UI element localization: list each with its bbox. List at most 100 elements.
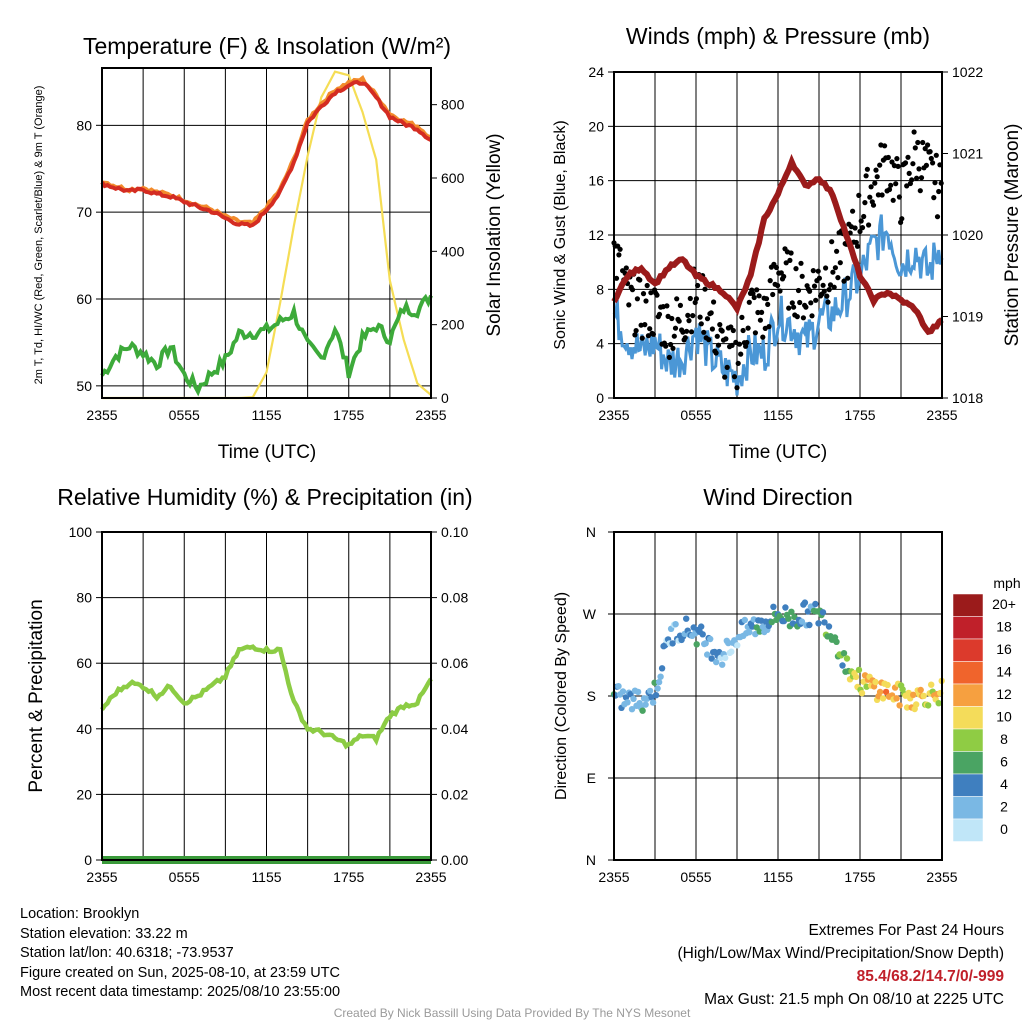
- gust-point: [788, 250, 794, 256]
- rh-xtick-label: 1755: [333, 869, 364, 885]
- direction-point: [619, 688, 627, 695]
- gust-point: [925, 142, 931, 148]
- direction-point: [698, 623, 705, 630]
- sonic-wind-line: [612, 214, 944, 396]
- gust-point: [859, 225, 866, 231]
- wind-pressure-plot-area: 2355 0555 1155 1755 235504812162024101810191…: [588, 64, 983, 423]
- panel-temp-xlabel: Time (UTC): [218, 442, 317, 463]
- gust-point: [879, 192, 885, 198]
- gust-point: [904, 183, 910, 189]
- gust-point: [787, 257, 793, 263]
- dir-xtick-label: 1755: [844, 869, 875, 885]
- rh-ytick-label: 60: [76, 655, 92, 671]
- direction-point: [839, 662, 846, 669]
- direction-point: [791, 613, 798, 621]
- meteogram-panels: Temperature (F) & Insolation (W/m²) 2355…: [26, 23, 1023, 885]
- direction-point: [872, 678, 879, 686]
- gust-point: [757, 317, 764, 323]
- gust-point: [650, 331, 657, 337]
- gust-point: [690, 313, 696, 319]
- direction-point: [782, 604, 789, 611]
- panel-dir-ylabel: Direction (Colored By Speed): [553, 592, 570, 800]
- temp-xtick-label: 0555: [169, 407, 200, 423]
- gust-point: [809, 313, 815, 319]
- humidity-line: [100, 644, 433, 750]
- rh-y2tick-label: 0.04: [441, 721, 468, 737]
- temp-ytick-label: 60: [76, 291, 92, 307]
- gust-point: [861, 213, 867, 220]
- legend-label: 6: [1000, 754, 1008, 770]
- gust-point: [656, 311, 663, 317]
- gust-point: [868, 184, 874, 190]
- temp-ytick-label: 80: [76, 117, 92, 133]
- gust-point: [832, 265, 839, 271]
- direction-point: [910, 691, 917, 698]
- gust-point: [755, 309, 761, 316]
- gust-point: [915, 139, 921, 146]
- gust-point: [813, 297, 819, 303]
- gust-point: [877, 162, 883, 168]
- gust-point: [735, 360, 741, 366]
- legend-swatch: [952, 683, 984, 707]
- dir-xtick-label: 2355: [598, 869, 629, 885]
- wind-ytick-label: 20: [588, 118, 604, 134]
- gust-point: [671, 333, 677, 339]
- dir-ytick-label: W: [583, 606, 597, 622]
- gust-point: [800, 315, 807, 321]
- latlon-text: Station lat/lon: 40.6318; -73.9537: [20, 945, 234, 961]
- temp-2m-line: [100, 79, 432, 229]
- wind-y2tick-label: 1022: [952, 64, 983, 80]
- gust-point: [633, 328, 639, 334]
- credit-text: Created By Nick Bassill Using Data Provi…: [333, 1006, 691, 1020]
- gust-point: [914, 175, 920, 181]
- wind-xtick-label: 1155: [763, 407, 793, 423]
- gust-point: [664, 303, 670, 309]
- rh-xtick-label: 0555: [169, 869, 200, 885]
- gust-point: [775, 282, 781, 289]
- gust-point: [896, 194, 903, 200]
- direction-point: [628, 706, 636, 713]
- gust-point: [697, 314, 703, 320]
- gust-point: [613, 275, 620, 281]
- gust-point: [872, 180, 878, 186]
- gust-point: [936, 188, 942, 195]
- legend-swatch: [952, 616, 984, 640]
- gust-point: [918, 175, 925, 181]
- gust-point: [626, 302, 632, 308]
- gust-point: [702, 286, 708, 292]
- gust-point: [862, 200, 868, 206]
- gust-point: [754, 287, 760, 293]
- temp-y2tick-label: 800: [441, 97, 465, 113]
- gust-point: [674, 296, 680, 302]
- legend-label: 12: [996, 686, 1012, 702]
- gust-point: [856, 192, 862, 198]
- gust-point: [672, 325, 679, 331]
- gust-point: [744, 339, 750, 346]
- gust-point: [841, 278, 847, 284]
- gust-point: [932, 180, 938, 186]
- gust-point: [756, 293, 762, 299]
- rh-ytick-label: 20: [76, 786, 92, 802]
- gust-point: [858, 218, 864, 224]
- panel-rh-ylabel: Percent & Precipitation: [26, 599, 47, 792]
- direction-point: [852, 673, 860, 681]
- direction-point: [840, 650, 848, 657]
- direction-point: [728, 648, 735, 655]
- gust-point: [647, 326, 653, 332]
- gust-point: [933, 152, 939, 158]
- direction-point: [699, 631, 706, 638]
- gust-point: [629, 287, 636, 293]
- direction-point: [642, 701, 649, 708]
- direction-point: [719, 661, 726, 668]
- gust-point: [910, 161, 916, 167]
- direction-point: [634, 688, 642, 696]
- direction-point: [707, 635, 714, 643]
- gust-point: [654, 292, 660, 298]
- gust-point: [734, 385, 740, 391]
- temp-y2tick-label: 600: [441, 170, 465, 186]
- gust-point: [825, 299, 831, 305]
- gust-point: [906, 170, 912, 176]
- direction-point: [821, 619, 828, 626]
- gust-point: [632, 332, 638, 338]
- direction-point: [925, 702, 932, 709]
